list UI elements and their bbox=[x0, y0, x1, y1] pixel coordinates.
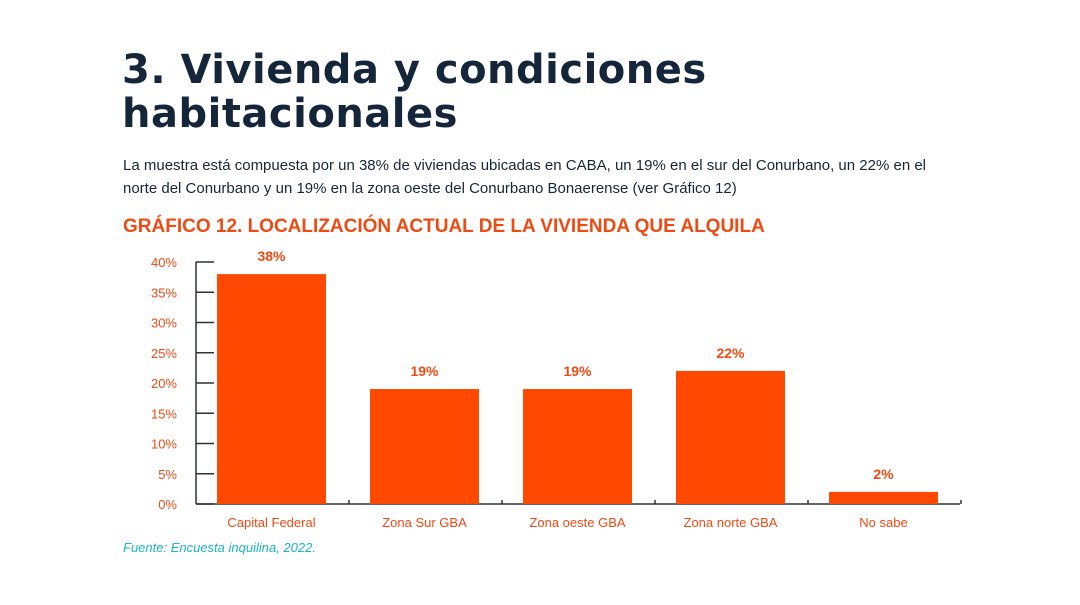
bar-capital-federal bbox=[217, 274, 326, 504]
x-category-label: Capital Federal bbox=[227, 515, 315, 530]
intro-paragraph: La muestra está compuesta por un 38% de … bbox=[123, 157, 927, 197]
chart-title: GRÁFICO 12. LOCALIZACIÓN ACTUAL DE LA VI… bbox=[123, 216, 765, 237]
bar-zona-sur-gba bbox=[370, 389, 479, 504]
bar-zona-norte-gba bbox=[676, 370, 785, 504]
y-tick-label: 20% bbox=[151, 376, 177, 391]
data-label: 22% bbox=[716, 345, 745, 361]
data-label: 2% bbox=[873, 466, 894, 482]
y-tick-label: 15% bbox=[151, 406, 177, 421]
x-category-label: Zona Sur GBA bbox=[382, 515, 467, 530]
y-tick-label: 10% bbox=[151, 437, 177, 452]
y-tick-label: 0% bbox=[158, 497, 177, 512]
y-tick-label: 25% bbox=[151, 346, 177, 361]
y-tick-label: 30% bbox=[151, 316, 177, 331]
y-tick-label: 40% bbox=[151, 255, 177, 270]
bar-no-sabe bbox=[829, 491, 938, 504]
x-category-label: Zona norte GBA bbox=[684, 515, 778, 530]
data-label: 19% bbox=[563, 363, 592, 379]
data-label: 38% bbox=[257, 248, 286, 264]
source-note: Fuente: Encuesta inquilina, 2022. bbox=[123, 540, 316, 555]
data-label: 19% bbox=[410, 363, 439, 379]
y-tick-label: 5% bbox=[158, 467, 177, 482]
page-title: 3. Vivienda y condiciones habitacionales bbox=[122, 47, 707, 137]
bar-zona-oeste-gba bbox=[523, 389, 632, 504]
y-tick-label: 35% bbox=[151, 285, 177, 300]
x-category-label: No sabe bbox=[859, 515, 907, 530]
x-category-label: Zona oeste GBA bbox=[529, 515, 625, 530]
